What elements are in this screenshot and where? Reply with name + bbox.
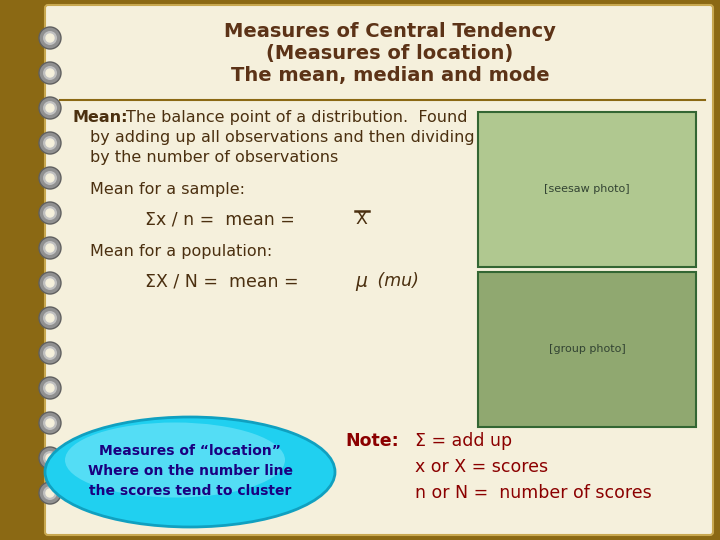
- Text: by the number of observations: by the number of observations: [90, 150, 338, 165]
- Text: X: X: [355, 210, 367, 228]
- FancyBboxPatch shape: [478, 112, 696, 267]
- Circle shape: [39, 237, 61, 259]
- FancyBboxPatch shape: [478, 272, 696, 427]
- Text: Σ = add up: Σ = add up: [415, 432, 512, 450]
- Circle shape: [43, 66, 57, 80]
- Circle shape: [46, 209, 54, 217]
- Text: [seesaw photo]: [seesaw photo]: [544, 185, 630, 194]
- Circle shape: [43, 486, 57, 500]
- Circle shape: [39, 482, 61, 504]
- Circle shape: [46, 349, 54, 357]
- Circle shape: [39, 167, 61, 189]
- Circle shape: [46, 139, 54, 147]
- Circle shape: [39, 132, 61, 154]
- Text: The mean, median and mode: The mean, median and mode: [230, 66, 549, 85]
- Circle shape: [39, 342, 61, 364]
- Circle shape: [46, 174, 54, 182]
- Circle shape: [43, 311, 57, 325]
- Text: Mean for a sample:: Mean for a sample:: [90, 182, 245, 197]
- Text: n or N =  number of scores: n or N = number of scores: [415, 484, 652, 502]
- Circle shape: [39, 202, 61, 224]
- Circle shape: [46, 384, 54, 392]
- Ellipse shape: [45, 417, 335, 527]
- Text: the scores tend to cluster: the scores tend to cluster: [89, 484, 291, 498]
- Circle shape: [46, 419, 54, 427]
- Circle shape: [39, 272, 61, 294]
- Text: x or X = scores: x or X = scores: [415, 458, 548, 476]
- Circle shape: [43, 346, 57, 360]
- Text: ΣX / N =  mean =: ΣX / N = mean =: [145, 272, 304, 290]
- Circle shape: [46, 279, 54, 287]
- Text: by adding up all observations and then dividing: by adding up all observations and then d…: [90, 130, 474, 145]
- Circle shape: [39, 412, 61, 434]
- Text: μ: μ: [355, 272, 367, 291]
- Text: Measures of Central Tendency: Measures of Central Tendency: [224, 22, 556, 41]
- Circle shape: [39, 307, 61, 329]
- Circle shape: [43, 31, 57, 45]
- Ellipse shape: [65, 422, 285, 497]
- Circle shape: [39, 27, 61, 49]
- Circle shape: [43, 206, 57, 220]
- Circle shape: [46, 34, 54, 42]
- Circle shape: [46, 314, 54, 322]
- Circle shape: [46, 454, 54, 462]
- Circle shape: [39, 447, 61, 469]
- Circle shape: [43, 451, 57, 465]
- Circle shape: [43, 416, 57, 430]
- Circle shape: [39, 97, 61, 119]
- Circle shape: [46, 489, 54, 497]
- Text: Mean:: Mean:: [72, 110, 127, 125]
- Text: (Measures of location): (Measures of location): [266, 44, 513, 63]
- Circle shape: [39, 377, 61, 399]
- Text: (mu): (mu): [372, 272, 419, 290]
- Text: Mean for a population:: Mean for a population:: [90, 244, 272, 259]
- Circle shape: [43, 101, 57, 115]
- Circle shape: [43, 136, 57, 150]
- Circle shape: [46, 69, 54, 77]
- Text: The balance point of a distribution.  Found: The balance point of a distribution. Fou…: [126, 110, 467, 125]
- Circle shape: [43, 381, 57, 395]
- FancyBboxPatch shape: [45, 5, 713, 535]
- Text: Σx / n =  mean =: Σx / n = mean =: [145, 210, 300, 228]
- Text: Measures of “location”: Measures of “location”: [99, 444, 281, 458]
- Circle shape: [43, 171, 57, 185]
- Circle shape: [46, 104, 54, 112]
- Text: [group photo]: [group photo]: [549, 345, 626, 354]
- Text: Note:: Note:: [345, 432, 399, 450]
- Text: Where on the number line: Where on the number line: [88, 464, 292, 478]
- Circle shape: [46, 244, 54, 252]
- Circle shape: [43, 276, 57, 290]
- Circle shape: [43, 241, 57, 255]
- Circle shape: [39, 62, 61, 84]
